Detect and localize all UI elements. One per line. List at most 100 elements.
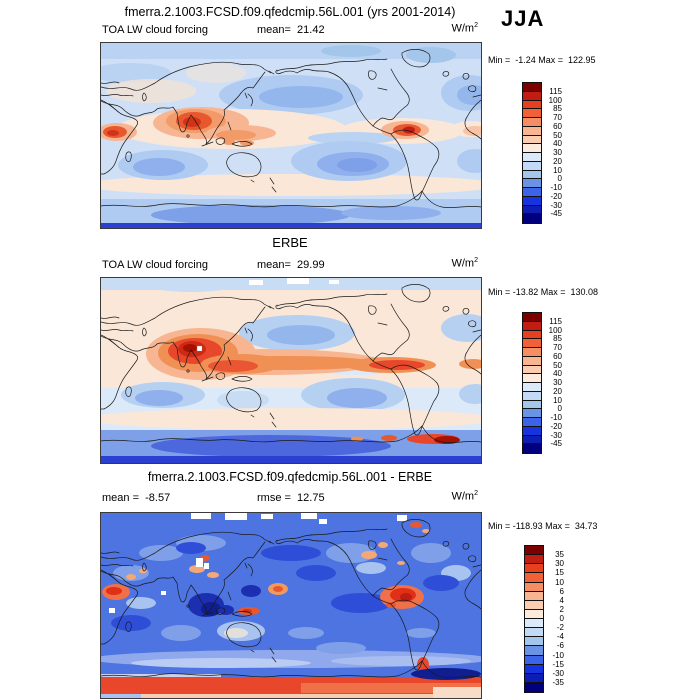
colorbar-tick-label: 40 [553, 139, 562, 149]
panel2-units: W/m2 [408, 257, 478, 270]
colorbar-swatch [523, 135, 541, 145]
panel3-colorbar-labels: 35 30 15 10 6 4 2 0 -2 -4 -6 -10 -15 -30 -35 [544, 545, 564, 691]
colorbar-swatch [523, 153, 541, 162]
colorbar-tick-label: 0 [557, 174, 562, 184]
colorbar-swatch [523, 126, 541, 136]
units-base: W/m [451, 22, 475, 35]
colorbar-swatch [523, 330, 541, 340]
colorbar-tick-label: 30 [555, 559, 564, 569]
colorbar-swatch [525, 582, 543, 592]
panel3-colorbar [524, 545, 544, 693]
colorbar-tick-label: -30 [552, 668, 564, 678]
colorbar-swatch [523, 83, 541, 92]
panel2-colorbar [522, 312, 542, 454]
colorbar-swatch [525, 555, 543, 565]
colorbar-tick-label: -30 [550, 430, 562, 440]
colorbar-tick-label: 20 [553, 386, 562, 396]
panel2-minmax-stat: Min = -13.82 Max = 130.08 [488, 287, 599, 297]
panel2-mean-stat: mean= 29.99 [257, 259, 325, 271]
colorbar-tick-label: -10 [550, 183, 562, 192]
figure-title: fmerra.2.1003.FCSD.f09.qfedcmip.56L.001 … [124, 5, 456, 19]
panel1-units: W/m2 [408, 22, 478, 35]
colorbar-tick-label: -2 [556, 623, 564, 633]
panel3-minmax-stat: Min = -118.93 Max = 34.73 [488, 521, 598, 531]
colorbar-tick-label: 100 [548, 325, 562, 335]
units-base: W/m [451, 257, 475, 270]
colorbar-swatch [525, 573, 543, 583]
colorbar-swatch [523, 356, 541, 366]
colorbar-tick-label: 6 [559, 586, 564, 596]
colorbar-swatch [523, 435, 541, 445]
colorbar-swatch [523, 374, 541, 383]
colorbar-tick-label: -35 [552, 677, 564, 687]
colorbar-tick-label: 115 [549, 86, 562, 96]
colorbar-swatch [523, 365, 541, 375]
colorbar-swatch [525, 546, 543, 556]
colorbar-tick-label: 20 [553, 156, 562, 166]
colorbar-tick-label: 15 [555, 568, 564, 578]
colorbar-tick-label: 2 [559, 604, 564, 614]
colorbar-swatch [523, 161, 541, 171]
colorbar-swatch [523, 144, 541, 153]
colorbar-tick-label: -10 [552, 650, 564, 660]
panel3-rmse-stat: rmse = 12.75 [257, 492, 325, 504]
colorbar-swatch [523, 426, 541, 436]
colorbar-swatch [523, 409, 541, 418]
colorbar-swatch [525, 628, 543, 638]
colorbar-swatch [523, 348, 541, 357]
colorbar-tick-label: -20 [550, 421, 562, 431]
colorbar-swatch [523, 400, 541, 410]
panel1-colorbar-labels: 115 100 85 70 60 50 40 30 20 10 0 -10 -20 -30 -45 [542, 82, 562, 222]
colorbar-tick-label: 85 [553, 104, 562, 114]
colorbar-swatch [525, 609, 543, 619]
colorbar-tick-label: -20 [550, 191, 562, 201]
colorbar-tick-label: -6 [556, 641, 564, 651]
units-exponent: 2 [474, 490, 478, 497]
colorbar-tick-label: 50 [553, 130, 562, 140]
units-exponent: 2 [474, 22, 478, 29]
colorbar-tick-label: 60 [553, 351, 562, 361]
colorbar-swatch [523, 418, 541, 427]
colorbar-swatch [523, 100, 541, 110]
panel1-mean-stat: mean= 21.42 [257, 24, 325, 36]
colorbar-tick-label: 0 [557, 404, 562, 414]
colorbar-tick-label: 70 [553, 343, 562, 352]
colorbar-tick-label: 0 [559, 614, 564, 623]
panel2-title: ERBE [272, 235, 308, 250]
obs-map [100, 277, 482, 464]
colorbar-swatch [523, 188, 541, 197]
colorbar-tick-label: 4 [559, 595, 564, 605]
panel1-minmax-stat: Min = -1.24 Max = 122.95 [488, 55, 596, 65]
colorbar-swatch [523, 214, 541, 223]
colorbar-tick-label: 50 [553, 360, 562, 370]
colorbar-swatch [525, 600, 543, 610]
colorbar-swatch [525, 655, 543, 665]
colorbar-tick-label: 35 [555, 550, 564, 560]
model-map [100, 42, 482, 229]
season-label: JJA [501, 6, 545, 31]
colorbar-swatch [523, 170, 541, 180]
colorbar-tick-label: 70 [553, 113, 562, 122]
colorbar-swatch [525, 637, 543, 647]
panel3-title: fmerra.2.1003.FCSD.f09.qfedcmip.56L.001 … [147, 470, 433, 484]
colorbar-tick-label: 100 [548, 95, 562, 105]
colorbar-swatch [523, 179, 541, 188]
panel1-colorbar [522, 82, 542, 224]
colorbar-swatch [523, 444, 541, 453]
panel3-units: W/m2 [408, 490, 478, 503]
colorbar-swatch [525, 564, 543, 574]
colorbar-tick-label: 115 [549, 316, 562, 326]
colorbar-swatch [525, 673, 543, 683]
colorbar-tick-label: 40 [553, 369, 562, 379]
colorbar-swatch [523, 391, 541, 401]
panel2-variable-label: TOA LW cloud forcing [102, 259, 208, 271]
colorbar-tick-label: -4 [556, 632, 564, 642]
colorbar-tick-label: 85 [553, 334, 562, 344]
colorbar-tick-label: -15 [552, 659, 564, 669]
colorbar-swatch [523, 118, 541, 127]
colorbar-swatch [525, 646, 543, 656]
colorbar-swatch [525, 591, 543, 601]
colorbar-swatch [525, 619, 543, 629]
colorbar-tick-label: 10 [553, 395, 562, 405]
